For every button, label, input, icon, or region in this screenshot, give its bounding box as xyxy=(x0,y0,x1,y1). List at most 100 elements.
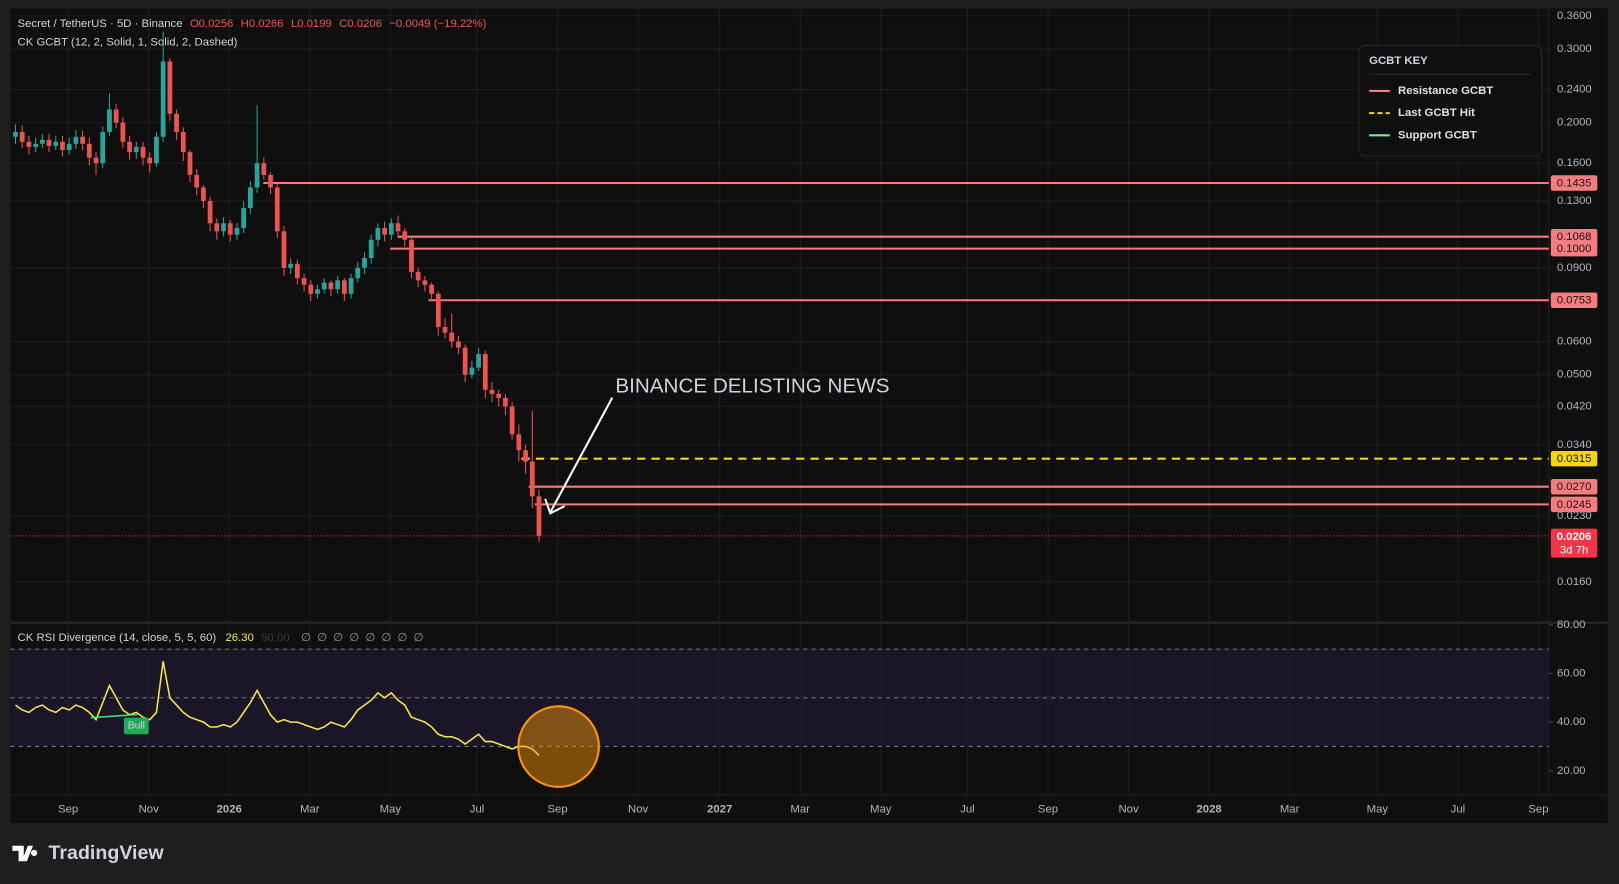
empty-marker: ∅ xyxy=(414,632,424,644)
x-tick-label: Sep xyxy=(58,804,78,816)
candle-body xyxy=(395,223,401,232)
candle-body xyxy=(368,239,374,258)
rsi-value: 26.30 xyxy=(226,632,254,644)
level-label: 0.0315 xyxy=(1557,453,1592,465)
x-tick-label: 2027 xyxy=(707,804,732,816)
candle-body xyxy=(402,231,408,240)
level-label-box xyxy=(1550,496,1598,513)
candle-body xyxy=(234,228,240,235)
candle-body xyxy=(449,332,455,342)
candle-body xyxy=(328,282,334,290)
level-label: 0.1068 xyxy=(1557,231,1592,243)
divergence-line xyxy=(90,713,138,719)
candle-body xyxy=(362,257,367,268)
annotation: BINANCE DELISTING NEWS xyxy=(615,375,889,398)
last-price-box xyxy=(1550,528,1598,558)
legend-box xyxy=(1358,44,1543,157)
candle-body xyxy=(308,284,314,294)
candle-body xyxy=(274,187,280,232)
ohlc-open: O0.0256 xyxy=(190,18,234,30)
candle-body xyxy=(482,354,488,390)
y-tick-label: 0.3000 xyxy=(1557,43,1592,55)
bull-label: Bull xyxy=(128,721,145,732)
level-label: 0.0245 xyxy=(1557,499,1592,511)
x-tick-label: Jul xyxy=(470,804,485,816)
candle-body xyxy=(100,131,106,164)
x-tick-label: May xyxy=(1367,804,1389,816)
candle-body xyxy=(281,231,287,268)
level-label: 0.1435 xyxy=(1557,178,1592,190)
candle-body xyxy=(120,122,126,142)
candle-body xyxy=(60,141,65,151)
candle-body xyxy=(288,263,294,268)
rsi-header: CK RSI Divergence (14, close, 5, 5, 60) … xyxy=(18,632,424,644)
ohlc-close: C0.0206 xyxy=(339,18,382,30)
rsi-title: CK RSI Divergence (14, close, 5, 5, 60) xyxy=(18,632,217,644)
candle-body xyxy=(503,397,508,407)
candle-body xyxy=(167,61,173,114)
ohlc-high: H0.0266 xyxy=(241,18,284,30)
candle-body xyxy=(429,284,434,294)
x-tick-label: Nov xyxy=(628,804,649,816)
rsi-tick-label: 40.00 xyxy=(1557,716,1585,728)
legend-title: GCBT KEY xyxy=(1369,55,1428,67)
level-label: 0.1000 xyxy=(1557,243,1592,255)
rsi-band-fill xyxy=(10,648,1549,746)
candle-body xyxy=(435,293,441,327)
empty-marker: ∅ xyxy=(317,632,327,644)
level-label-box xyxy=(1550,240,1598,257)
x-tick-label: Sep xyxy=(547,804,567,816)
x-tick-label: May xyxy=(380,804,402,816)
candle-body xyxy=(489,389,495,394)
ohlc-low: L0.0199 xyxy=(291,18,332,30)
candle-body xyxy=(113,109,119,123)
candle-body xyxy=(194,174,200,188)
empty-marker: ∅ xyxy=(365,632,375,644)
candle-body xyxy=(201,187,206,201)
x-tick-label: 2028 xyxy=(1196,804,1221,816)
candle-body xyxy=(348,278,354,294)
labels: 0.3600 0.3000 0.2400 0.2000 0.1600 0.1300 0.09… xyxy=(58,10,1598,816)
candle-body xyxy=(442,326,448,333)
candle-body xyxy=(476,354,481,368)
candle-body xyxy=(415,271,421,281)
x-tick-label: Sep xyxy=(1038,804,1058,816)
empty-marker: ∅ xyxy=(349,632,359,644)
logo-icon xyxy=(12,845,38,862)
brand-name: TradingView xyxy=(49,842,165,864)
countdown-label: 3d 7h xyxy=(1560,544,1588,556)
candle-body xyxy=(221,223,226,232)
candle-body xyxy=(107,109,112,132)
candle-body xyxy=(73,136,79,144)
empty-markers: ∅ ∅ ∅ ∅ ∅ ∅ ∅ ∅ xyxy=(301,632,423,644)
level-label-box xyxy=(1550,175,1598,191)
candle-body xyxy=(301,278,307,285)
marks xyxy=(10,31,1549,757)
candle-body xyxy=(294,263,300,279)
logo: TradingView xyxy=(12,842,164,864)
candle-body xyxy=(341,280,347,294)
rsi-midline-value: 50.00 xyxy=(261,632,289,644)
x-tick-label: Nov xyxy=(139,804,160,816)
level-label: 0.0270 xyxy=(1557,481,1592,493)
y-tick-label: 0.0230 xyxy=(1557,510,1592,522)
candle-body xyxy=(19,131,25,142)
candle-body xyxy=(13,131,18,137)
candle-body xyxy=(93,157,99,164)
rsi-tick-label: 60.00 xyxy=(1557,667,1585,679)
last-price-label: 0.0206 xyxy=(1557,531,1592,543)
candle-body xyxy=(127,141,132,153)
x-tick-label: Jul xyxy=(1451,804,1466,816)
candle-body xyxy=(26,141,32,147)
empty-marker: ∅ xyxy=(398,632,408,644)
candle-body xyxy=(86,143,92,158)
legend: Resistance GCBT Last GCBT Hit Support GCBT xyxy=(1369,85,1493,141)
annotation-arrow xyxy=(549,397,614,513)
candle-body xyxy=(254,163,260,188)
x-tick-label: Jul xyxy=(960,804,975,816)
annotation-arrowhead xyxy=(544,498,566,515)
empty-marker: ∅ xyxy=(333,632,343,644)
candle-body xyxy=(248,187,253,209)
legend-label: Resistance GCBT xyxy=(1398,85,1493,97)
